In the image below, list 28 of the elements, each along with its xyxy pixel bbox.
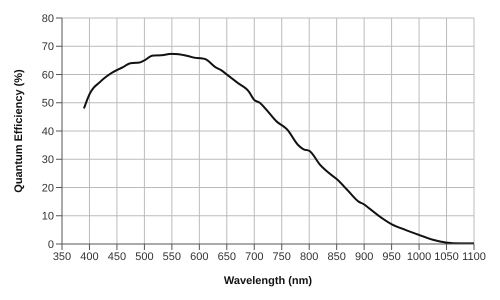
- x-tick-label: 850: [327, 250, 346, 263]
- x-tick-label: 800: [300, 250, 318, 263]
- y-tick-label: 60: [42, 69, 54, 82]
- y-tick-label: 70: [42, 41, 54, 54]
- y-tick-label: 80: [42, 12, 54, 25]
- line-series: [82, 52, 474, 244]
- y-tick-label: 0: [48, 238, 54, 251]
- x-tick-label: 1050: [434, 250, 459, 263]
- x-tick-label: 750: [272, 250, 291, 263]
- y-tick-label: 50: [42, 98, 54, 110]
- x-tick-label: 900: [354, 250, 374, 263]
- x-tick-label: 600: [190, 250, 209, 263]
- y-tick-label: 20: [42, 182, 54, 194]
- y-axis-title: Quantum Efficiency (%): [12, 68, 25, 193]
- x-tick-label: 550: [162, 250, 182, 263]
- x-tick-label: 400: [80, 250, 99, 263]
- y-tick-label: 10: [42, 210, 54, 223]
- x-tick-label: 350: [52, 250, 72, 263]
- x-tick-label: 650: [218, 250, 236, 263]
- x-tick-label: 450: [108, 250, 126, 263]
- x-tick-label: 1100: [462, 250, 486, 263]
- x-tick-label: 950: [382, 250, 401, 263]
- y-tick-label: 30: [42, 154, 54, 166]
- x-axis-title: Wavelength (nm): [224, 275, 312, 287]
- x-tick-label: 500: [135, 250, 154, 263]
- y-tick-label: 40: [42, 126, 54, 138]
- x-tick-label: 700: [245, 250, 264, 263]
- x-tick-label: 1000: [406, 250, 432, 263]
